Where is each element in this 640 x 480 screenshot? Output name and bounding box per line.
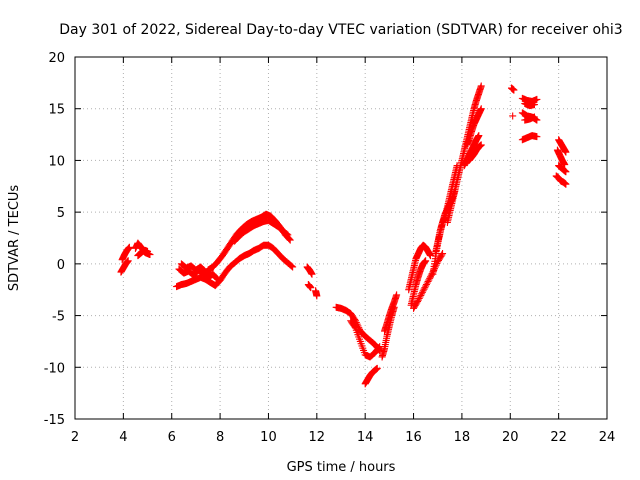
data-point — [124, 257, 132, 265]
x-tick-label: 14 — [357, 430, 374, 445]
data-point — [419, 287, 427, 295]
x-axis-label: GPS time / hours — [287, 460, 396, 475]
data-point — [418, 290, 426, 298]
data-point — [425, 276, 433, 284]
data-point — [373, 364, 381, 372]
chart-title: Day 301 of 2022, Sidereal Day-to-day VTE… — [59, 22, 622, 38]
data-point — [423, 279, 431, 287]
data-point — [283, 230, 291, 238]
data-point — [414, 297, 422, 305]
y-tick-label: 10 — [48, 154, 65, 169]
data-point — [287, 262, 295, 270]
data-point — [477, 105, 485, 113]
data-point — [415, 295, 423, 303]
data-point — [509, 112, 517, 120]
data-point — [439, 250, 447, 258]
grid-lines — [75, 57, 607, 419]
y-tick-label: -10 — [44, 361, 65, 376]
data-point — [510, 86, 518, 94]
data-point — [284, 231, 292, 239]
y-tick-label: 0 — [57, 258, 65, 273]
x-tick-label: 6 — [168, 430, 176, 445]
data-point — [416, 293, 424, 301]
data-point — [282, 230, 290, 238]
y-tick-label: 5 — [57, 206, 65, 221]
data-point — [427, 271, 435, 279]
x-tick-label: 16 — [405, 430, 422, 445]
data-point — [420, 285, 428, 293]
y-tick-label: 15 — [48, 103, 65, 118]
data-point — [533, 133, 541, 141]
y-axis-label: SDTVAR / TECUs — [7, 185, 22, 292]
data-point — [530, 101, 538, 109]
data-point — [286, 236, 294, 244]
data-point — [125, 243, 133, 251]
data-point — [285, 235, 293, 243]
data-point — [307, 284, 315, 292]
data-point — [424, 277, 432, 285]
data-point — [289, 263, 297, 271]
data-point — [562, 168, 570, 176]
x-tick-label: 8 — [216, 430, 224, 445]
x-tick-label: 12 — [309, 430, 326, 445]
data-point — [285, 234, 293, 242]
data-point — [438, 251, 446, 259]
data-point — [477, 82, 485, 90]
y-tick-label: -15 — [44, 413, 65, 428]
data-point — [214, 275, 222, 283]
data-point — [212, 274, 220, 282]
data-point — [475, 132, 483, 140]
plot-frame — [74, 56, 608, 420]
data-point — [213, 275, 221, 283]
y-tick-label: -5 — [52, 310, 65, 325]
data-point — [414, 296, 422, 304]
x-tick-label: 20 — [502, 430, 519, 445]
data-point — [477, 141, 485, 149]
data-points — [117, 82, 570, 388]
data-point — [288, 262, 296, 270]
data-point — [421, 284, 429, 292]
data-point — [417, 291, 425, 299]
y-tick-label: 20 — [48, 51, 65, 66]
data-point — [418, 288, 426, 296]
data-point — [422, 282, 430, 290]
data-point — [533, 95, 541, 103]
x-tick-label: 4 — [119, 430, 127, 445]
data-point — [530, 113, 538, 121]
data-point — [375, 344, 383, 352]
x-tick-label: 24 — [599, 430, 616, 445]
data-point — [561, 161, 569, 169]
data-point — [426, 274, 434, 282]
data-point — [393, 291, 401, 299]
data-point — [422, 281, 430, 289]
data-point — [351, 323, 359, 331]
x-tick-label: 2 — [71, 430, 79, 445]
data-point — [144, 247, 152, 255]
data-point — [562, 180, 570, 188]
data-point — [313, 292, 321, 300]
data-point — [562, 148, 570, 156]
data-point — [422, 257, 430, 265]
x-tick-label: 22 — [550, 430, 567, 445]
data-point — [308, 270, 316, 278]
x-tick-label: 10 — [260, 430, 277, 445]
x-tick-label: 18 — [454, 430, 471, 445]
